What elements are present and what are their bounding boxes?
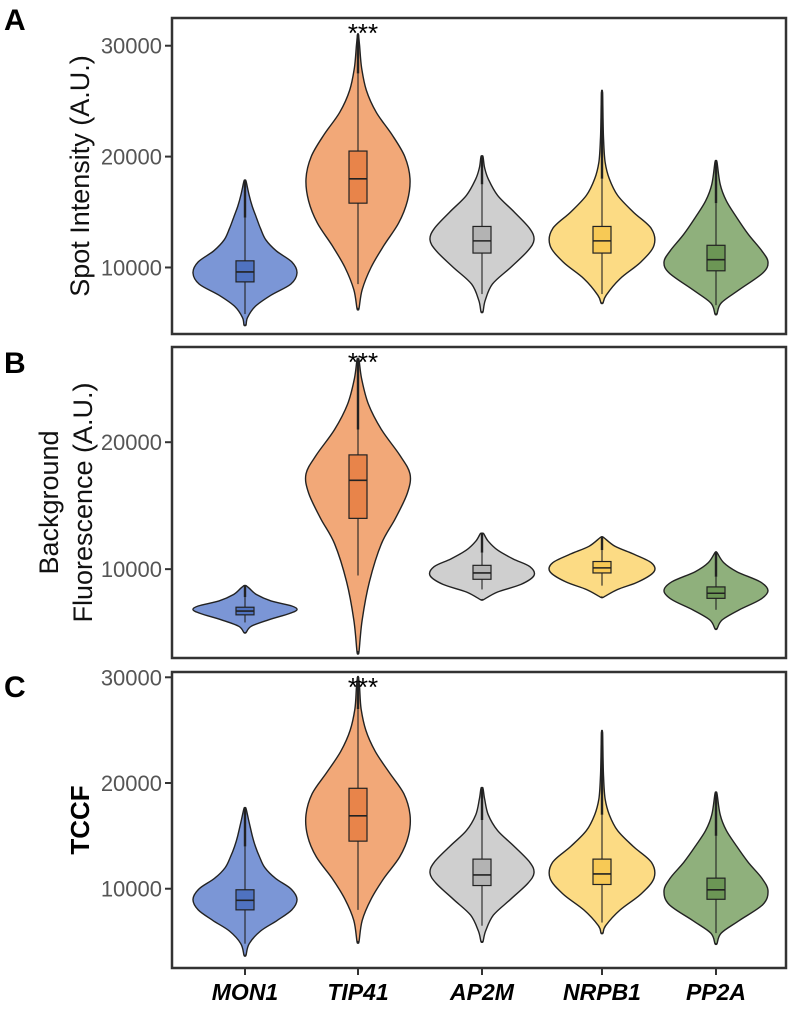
plot-frame [170, 670, 788, 970]
y-tick-label: 10000 [101, 557, 162, 582]
violin-tip41 [305, 33, 411, 311]
box [348, 150, 368, 204]
x-category-label: MON1 [212, 979, 278, 1005]
y-tick-label: 20000 [101, 771, 162, 796]
x-category-label: PP2A [686, 979, 746, 1005]
box [348, 787, 368, 842]
box [592, 858, 612, 886]
violin-tip41 [304, 675, 412, 944]
violin-nrpb1 [548, 729, 656, 935]
box [348, 454, 368, 519]
violin-tip41 [304, 357, 412, 655]
y-tick-label: 10000 [101, 877, 162, 902]
plot-frame [170, 16, 788, 336]
x-category-label: AP2M [449, 979, 515, 1005]
x-category-label: TIP41 [327, 979, 388, 1005]
box [706, 244, 726, 272]
violin-mon1 [192, 806, 298, 957]
violin-pp2a [663, 159, 769, 316]
violin-nrpb1 [548, 536, 656, 599]
significance-marker: *** [348, 672, 378, 702]
violin-nrpb1 [548, 89, 656, 305]
violin-ap2m [428, 532, 536, 601]
significance-marker: *** [348, 18, 378, 48]
x-category-label: NRPB1 [563, 979, 641, 1005]
significance-marker: *** [348, 347, 378, 377]
panel-b: B 10000 20000 Background Fluorescence (A.U.)… [4, 345, 788, 660]
y-tick-label: 20000 [101, 145, 162, 170]
y-axis-title: Fluorescence (A.U.) [68, 382, 98, 622]
violin-pp2a [663, 791, 769, 946]
panel-letter: C [4, 671, 26, 704]
violin-pp2a [663, 551, 769, 631]
y-tick-label: 20000 [101, 430, 162, 455]
box [472, 858, 492, 887]
y-tick-label: 30000 [101, 665, 162, 690]
panel-letter: A [4, 4, 26, 37]
box [472, 225, 492, 254]
panel-c: C 10000 20000 30000 TCCF *** [4, 665, 788, 970]
violin-ap2m [429, 155, 535, 314]
y-tick-label: 30000 [101, 34, 162, 59]
panel-letter: B [4, 347, 26, 380]
y-axis-title: Background [34, 430, 64, 574]
violin-mon1 [192, 179, 298, 327]
violin-mon1 [192, 584, 298, 634]
plot-frame [170, 345, 788, 660]
box [706, 877, 726, 900]
y-axis-title: TCCF [65, 785, 95, 854]
box [592, 225, 612, 254]
violin-ap2m [429, 786, 535, 944]
y-tick-label: 10000 [101, 255, 162, 280]
y-axis-title: Spot Intensity (A.U.) [65, 55, 95, 297]
